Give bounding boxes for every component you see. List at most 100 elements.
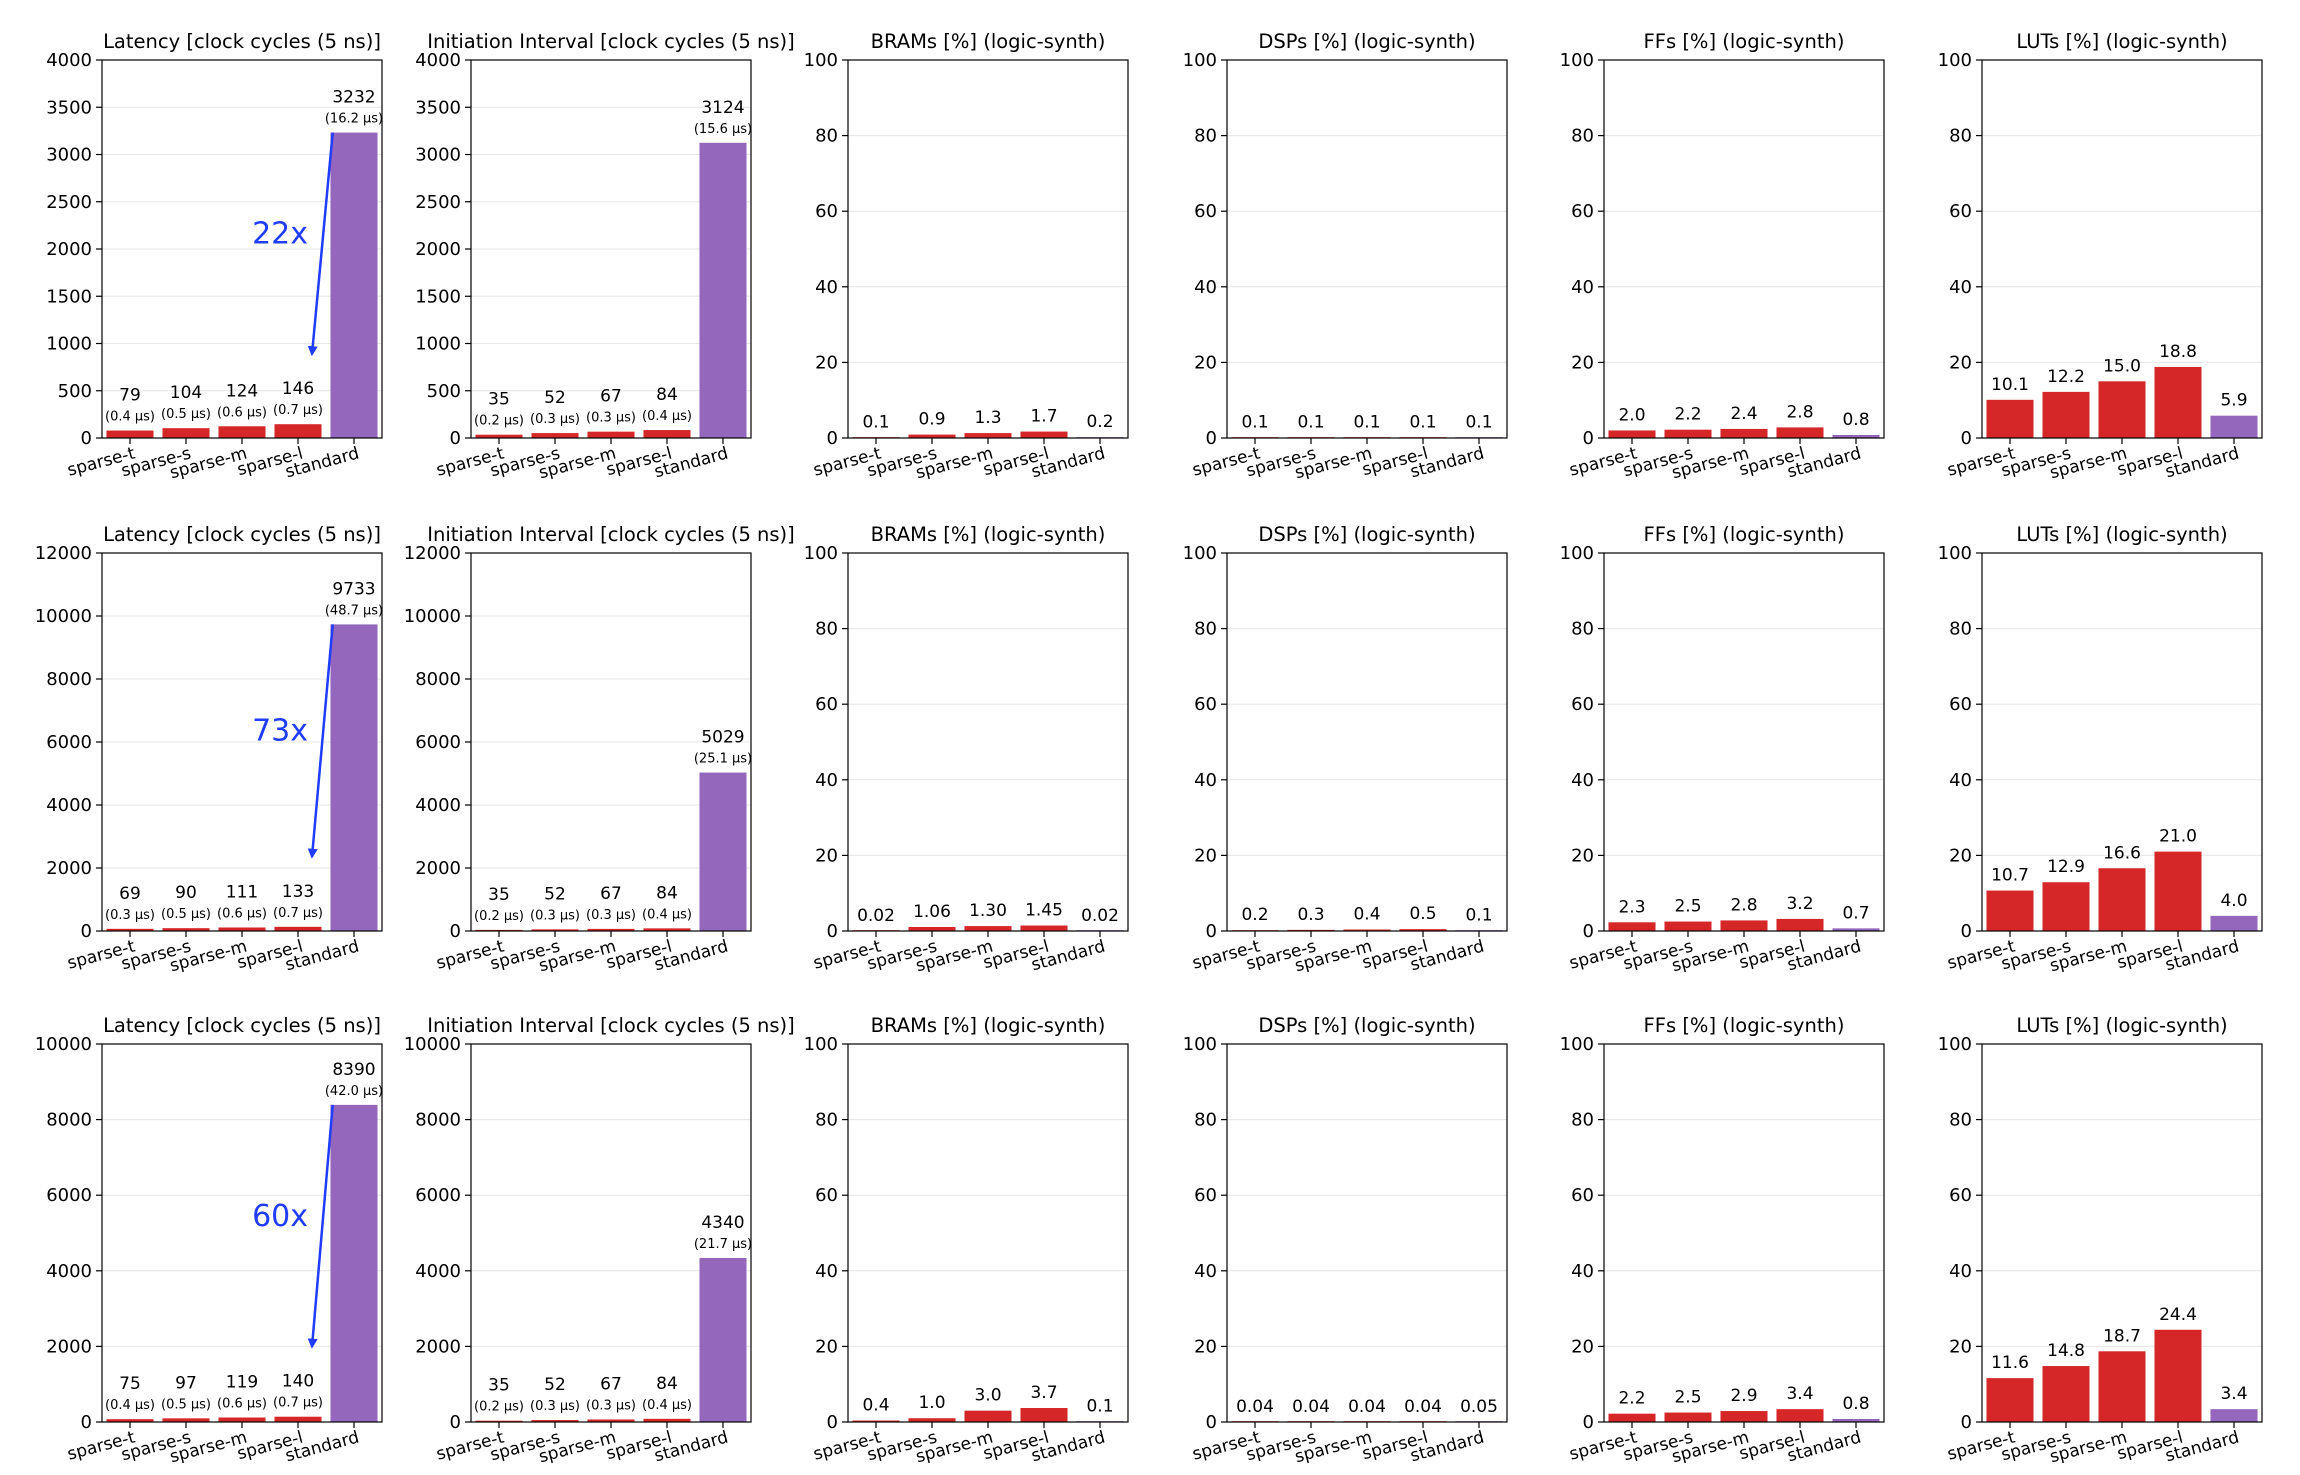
data-label: 2.8 [1786, 402, 1813, 422]
chart-title: BRAMs [%] (logic-synth) [871, 523, 1106, 546]
y-tick-label: 60 [1194, 201, 1217, 222]
speedup-label: 60x [252, 1199, 308, 1234]
data-sublabel: (0.5 μs) [161, 907, 211, 922]
axes-frame [1226, 59, 1508, 439]
data-label: 5.9 [2220, 391, 2247, 411]
y-tick-label: 12000 [404, 543, 461, 564]
data-label: 67 [600, 884, 622, 904]
data-sublabel: (16.2 μs) [325, 112, 383, 127]
y-tick-label: 8000 [46, 1110, 92, 1131]
data-label: 0.8 [1842, 1394, 1869, 1414]
y-tick-label: 80 [1949, 126, 1972, 147]
y-tick-label: 10000 [404, 1034, 461, 1055]
bar-sparse-s [2042, 882, 2090, 931]
chart-title: FFs [%] (logic-synth) [1644, 1014, 1845, 1037]
y-tick-label: 2000 [46, 858, 92, 879]
bar-sparse-m [964, 926, 1012, 931]
y-tick-label: 40 [1571, 277, 1594, 298]
data-label: 0.2 [1241, 905, 1268, 925]
bar-standard [699, 772, 747, 931]
chart-panel-r0-c5: 020406080100sparse-tsparse-ssparse-mspar… [1938, 30, 2263, 483]
y-tick-label: 40 [1194, 770, 1217, 791]
bar-sparse-m [1720, 920, 1768, 931]
bar-sparse-m [587, 431, 635, 438]
data-label: 1.06 [913, 902, 951, 922]
chart-title: DSPs [%] (logic-synth) [1258, 1014, 1475, 1037]
chart-title: DSPs [%] (logic-synth) [1258, 523, 1475, 546]
y-tick-label: 80 [1571, 619, 1594, 640]
data-label: 2.5 [1674, 897, 1701, 917]
y-tick-label: 60 [1949, 201, 1972, 222]
bar-sparse-l [274, 424, 322, 438]
y-tick-label: 80 [815, 126, 838, 147]
bar-sparse-s [531, 929, 579, 931]
y-tick-label: 10000 [35, 606, 92, 627]
y-tick-label: 100 [804, 1034, 838, 1055]
y-tick-label: 2000 [415, 1336, 461, 1357]
data-label: 0.7 [1842, 903, 1869, 923]
data-label: 14.8 [2047, 1341, 2085, 1361]
data-sublabel: (21.7 μs) [694, 1237, 752, 1252]
data-label: 4340 [701, 1213, 744, 1233]
y-tick-label: 80 [1949, 1110, 1972, 1131]
chart-panel-r1-c0: 020004000600080001000012000sparse-tspars… [35, 523, 383, 976]
data-sublabel: (0.7 μs) [273, 1396, 323, 1411]
chart-title: LUTs [%] (logic-synth) [2016, 523, 2227, 546]
data-label: 3124 [701, 98, 744, 118]
bar-sparse-m [1720, 1411, 1768, 1422]
y-tick-label: 2000 [46, 1336, 92, 1357]
y-tick-label: 40 [815, 1261, 838, 1282]
data-label: 75 [119, 1374, 141, 1394]
chart-title: Latency [clock cycles (5 ns)] [103, 30, 381, 53]
y-tick-label: 20 [1949, 845, 1972, 866]
axes-frame [847, 59, 1129, 439]
y-tick-label: 1000 [415, 334, 461, 355]
data-label: 2.4 [1730, 404, 1757, 424]
bar-sparse-t [106, 430, 154, 438]
data-label: 124 [226, 381, 258, 401]
data-label: 35 [488, 390, 510, 410]
y-tick-label: 100 [804, 50, 838, 71]
bar-sparse-l [1020, 925, 1068, 931]
bar-sparse-m [964, 433, 1012, 438]
y-tick-label: 80 [1571, 126, 1594, 147]
data-label: 1.3 [974, 408, 1001, 428]
bar-sparse-s [1664, 1412, 1712, 1422]
y-tick-label: 4000 [46, 1261, 92, 1282]
chart-title: BRAMs [%] (logic-synth) [871, 30, 1106, 53]
data-label: 5029 [701, 728, 744, 748]
data-label: 11.6 [1991, 1353, 2029, 1373]
speedup-arrow [307, 624, 334, 859]
data-sublabel: (42.0 μs) [325, 1084, 383, 1099]
data-label: 10.1 [1991, 375, 2029, 395]
y-tick-label: 80 [815, 1110, 838, 1131]
y-tick-label: 1500 [46, 286, 92, 307]
y-tick-label: 60 [1194, 694, 1217, 715]
data-label: 0.2 [1086, 412, 1113, 432]
bar-sparse-m [2098, 381, 2146, 438]
y-tick-label: 4000 [46, 795, 92, 816]
bar-sparse-s [1664, 921, 1712, 931]
data-sublabel: (0.5 μs) [161, 407, 211, 422]
speedup-label: 73x [252, 714, 308, 749]
data-sublabel: (48.7 μs) [325, 603, 383, 618]
y-tick-label: 60 [815, 201, 838, 222]
data-sublabel: (0.4 μs) [642, 1398, 692, 1413]
y-tick-label: 0 [827, 428, 838, 449]
bar-sparse-m [218, 927, 266, 931]
chart-title: LUTs [%] (logic-synth) [2016, 30, 2227, 53]
chart-title: Latency [clock cycles (5 ns)] [103, 1014, 381, 1037]
y-tick-label: 3000 [415, 145, 461, 166]
data-label: 2.8 [1730, 895, 1757, 915]
data-label: 18.7 [2103, 1326, 2141, 1346]
bar-sparse-m [964, 1410, 1012, 1422]
bar-sparse-t [475, 434, 523, 438]
bar-standard [1832, 434, 1880, 438]
data-label: 0.1 [1241, 413, 1268, 433]
data-label: 21.0 [2159, 827, 2197, 847]
y-tick-label: 0 [1583, 428, 1594, 449]
data-sublabel: (0.3 μs) [105, 908, 155, 923]
data-label: 3.7 [1030, 1383, 1057, 1403]
bar-sparse-s [162, 1418, 210, 1422]
y-tick-label: 6000 [415, 732, 461, 753]
